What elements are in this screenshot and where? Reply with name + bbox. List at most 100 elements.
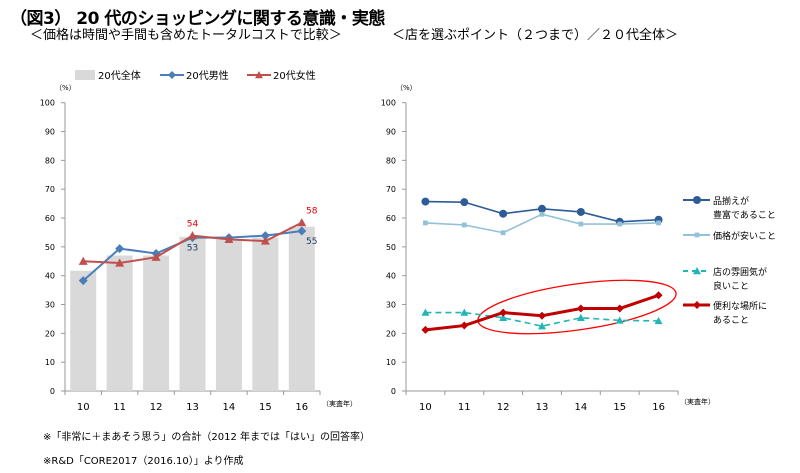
right-y-axis-title: （%） <box>396 84 417 92</box>
legend-label: 豊富であること <box>713 209 776 221</box>
right-x-tick-label: 14 <box>574 402 587 413</box>
point-便利な場所にあること-11 <box>460 321 469 330</box>
legend-label: 品揃えが <box>713 195 749 207</box>
data-label-20代女性: 54 <box>187 220 199 230</box>
left-x-tick-label: 16 <box>295 402 308 413</box>
line-価格が安いこと <box>425 213 659 234</box>
legend-label: 良いこと <box>713 280 749 292</box>
point-20代男性-11 <box>115 244 125 254</box>
point-品揃えが豊富であること-13 <box>538 204 546 213</box>
point-価格が安いこと-16 <box>656 220 661 226</box>
point-便利な場所にあること-10 <box>421 325 430 334</box>
highlight-ellipse <box>477 279 677 335</box>
point-20代男性-10 <box>78 276 88 286</box>
point-便利な場所にあること-12 <box>499 308 508 317</box>
legend-label: 価格が安いこと <box>713 230 776 242</box>
point-店の雰囲気が良いこと-11 <box>460 308 469 316</box>
left-y-tick-label: 40 <box>45 272 55 281</box>
legend-marker <box>693 196 701 204</box>
left-y-tick-label: 10 <box>45 358 55 367</box>
point-20代男性-15 <box>260 231 270 241</box>
point-便利な場所にあること-14 <box>576 304 585 313</box>
point-20代女性-11 <box>115 258 125 267</box>
legend-marker <box>694 232 700 238</box>
legend-marker <box>255 71 263 79</box>
bar-11 <box>106 255 133 391</box>
left-x-tick-label: 11 <box>113 402 126 413</box>
legend-label: 20代全体 <box>98 69 141 82</box>
point-価格が安いこと-11 <box>461 222 467 228</box>
right-x-tick-label: 15 <box>613 402 626 413</box>
point-20代女性-16 <box>297 218 307 227</box>
point-20代女性-10 <box>78 256 88 265</box>
point-価格が安いこと-13 <box>539 211 545 217</box>
figure-title: （図3） 20 代のショッピングに関する意識・実態 <box>10 9 385 29</box>
footnote-1: ※「非常に＋まあそう思う」の合計（2012 年までは「はい」の回答率） <box>43 432 371 443</box>
right-x-axis-title: （実査年） <box>680 397 715 406</box>
point-20代女性-13 <box>188 231 197 240</box>
legend-marker <box>693 301 701 309</box>
point-品揃えが豊富であること-11 <box>460 198 469 207</box>
point-品揃えが豊富であること-10 <box>421 197 430 206</box>
legend-label: 便利な場所に <box>713 300 767 312</box>
right-x-tick-label: 10 <box>419 402 432 413</box>
right-y-tick-label: 60 <box>386 214 396 223</box>
point-店の雰囲気が良いこと-10 <box>421 308 430 316</box>
point-価格が安いこと-14 <box>578 221 584 227</box>
legend-label: 20代男性 <box>186 69 229 82</box>
point-価格が安いこと-10 <box>423 220 428 226</box>
point-店の雰囲気が良いこと-12 <box>499 313 508 321</box>
left-chart-subtitle: ＜価格は時間や手間も含めたトータルコストで比較＞ <box>30 28 342 43</box>
right-x-tick-label: 16 <box>652 402 665 413</box>
right-y-tick-label: 80 <box>386 156 396 165</box>
legend-marker <box>693 267 701 275</box>
left-y-tick-label: 60 <box>45 214 55 223</box>
right-y-tick-label: 70 <box>386 185 396 194</box>
right-y-tick-label: 40 <box>386 272 396 281</box>
point-20代女性-14 <box>224 234 234 243</box>
point-便利な場所にあること-15 <box>615 304 624 313</box>
legend-label: 店の雰囲気が <box>713 266 767 278</box>
right-y-tick-label: 100 <box>381 99 396 108</box>
left-y-tick-label: 20 <box>45 329 55 338</box>
point-品揃えが豊富であること-14 <box>576 207 585 216</box>
point-20代女性-12 <box>151 252 161 261</box>
point-品揃えが豊富であること-12 <box>499 209 508 218</box>
right-y-tick-label: 30 <box>386 301 396 310</box>
legend-label: あること <box>713 315 749 326</box>
legend-marker <box>168 71 176 79</box>
bar-10 <box>70 270 97 391</box>
data-label-20代男性: 55 <box>306 237 317 247</box>
right-x-tick-label: 11 <box>458 402 471 413</box>
point-便利な場所にあること-13 <box>538 311 546 320</box>
point-価格が安いこと-12 <box>500 230 506 236</box>
bar-12 <box>143 255 170 391</box>
right-y-tick-label: 90 <box>386 128 396 137</box>
left-y-tick-label: 90 <box>45 128 55 137</box>
point-店の雰囲気が良いこと-15 <box>615 316 624 324</box>
point-価格が安いこと-15 <box>617 221 623 227</box>
point-20代男性-16 <box>297 226 307 236</box>
left-y-axis-title: （%） <box>55 84 76 92</box>
bar-14 <box>215 239 242 391</box>
data-label-20代男性: 53 <box>187 244 198 254</box>
left-y-tick-label: 80 <box>45 156 55 165</box>
data-label-20代女性: 58 <box>306 207 318 217</box>
footnote-2: ※R&D「CORE2017（2016.10）」より作成 <box>43 456 244 467</box>
point-店の雰囲気が良いこと-13 <box>538 322 546 330</box>
left-y-tick-label: 70 <box>45 185 55 194</box>
left-x-axis-title: （実査年） <box>322 399 357 408</box>
right-chart-subtitle: ＜店を選ぶポイント（２つまで）／２０代全体＞ <box>392 28 679 43</box>
right-x-tick-label: 13 <box>536 402 549 413</box>
bar-16 <box>288 226 315 391</box>
point-店の雰囲気が良いこと-16 <box>654 316 663 325</box>
legend-label: 20代女性 <box>273 69 316 82</box>
left-x-tick-label: 14 <box>223 402 236 413</box>
bar-15 <box>252 237 279 391</box>
legend-swatch-bar <box>75 70 95 80</box>
left-y-tick-label: 30 <box>45 301 55 310</box>
left-y-tick-label: 100 <box>40 99 55 108</box>
left-x-tick-label: 15 <box>259 402 272 413</box>
left-y-tick-label: 50 <box>45 243 55 252</box>
